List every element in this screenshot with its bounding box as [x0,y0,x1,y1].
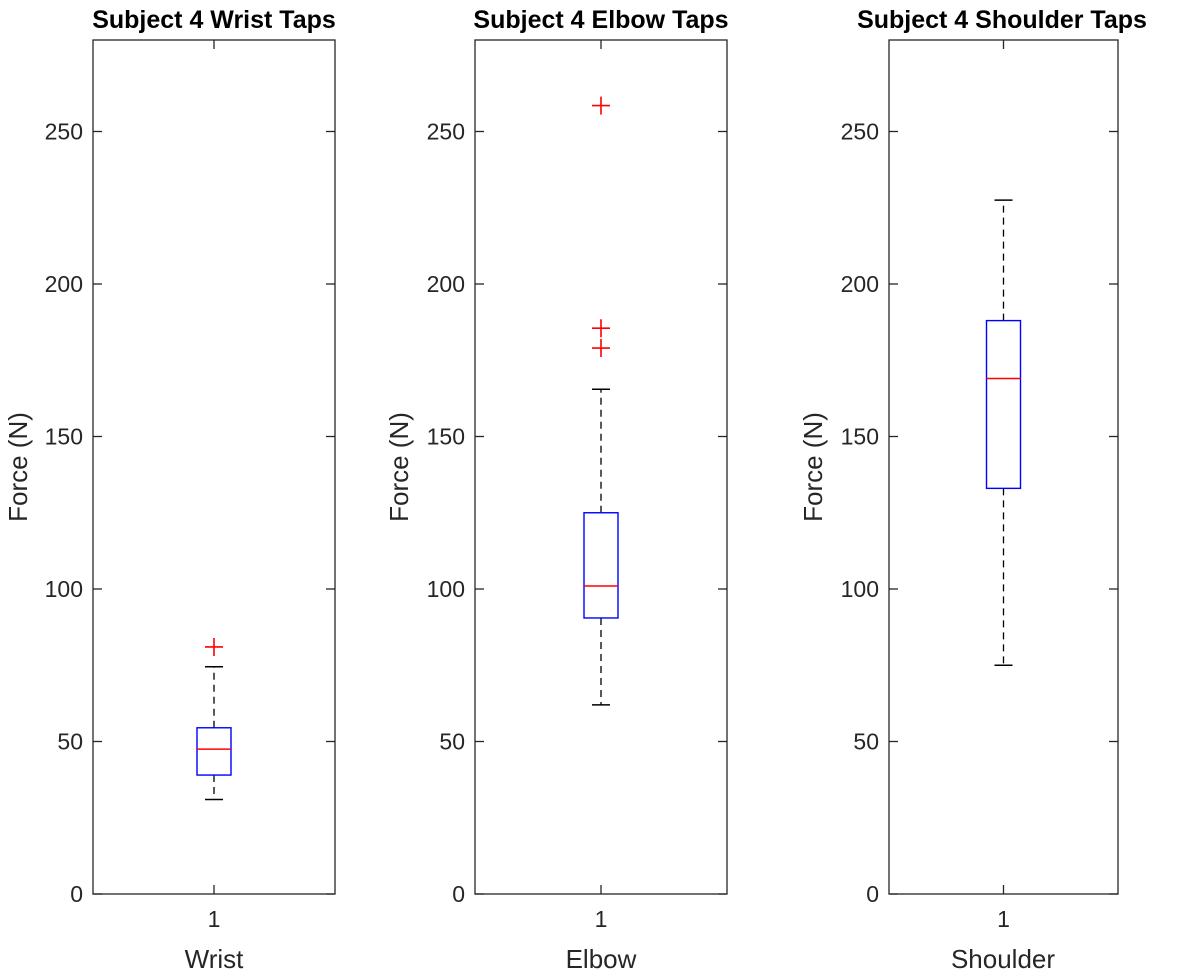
plot-area [92,39,336,895]
box-marks [985,199,1022,666]
chart-title: Subject 4 Elbow Taps [473,6,728,34]
y-tick-label: 150 [427,424,465,450]
x-tick-label: 1 [208,906,221,932]
x-axis-label: Elbow [566,944,637,974]
iqr-box [196,727,232,776]
y-tick-label: 50 [853,729,879,755]
box-marks [583,96,619,706]
panel-elbow: Subject 4 Elbow Taps Force (N) Elbow 0 50… [384,6,729,974]
outlier-marker [205,637,223,656]
axis-ticks: 0 50 100 150 200 250 1 [45,40,335,932]
outlier-marker [592,96,610,115]
y-tick-label: 0 [866,881,879,907]
iqr-box [583,512,619,619]
y-axis-label: Force (N) [384,412,414,522]
axis-ticks: 0 50 100 150 200 250 1 [427,40,727,932]
outlier-marker [592,339,610,358]
x-tick-label: 1 [595,906,608,932]
outlier-marker [592,319,610,338]
y-tick-label: 50 [439,729,465,755]
y-tick-label: 100 [841,576,879,602]
chart-title: Subject 4 Shoulder Taps [857,6,1147,34]
axis-ticks: 0 50 100 150 200 250 1 [841,40,1118,932]
y-tick-label: 100 [45,576,83,602]
y-tick-label: 50 [57,729,83,755]
chart-title: Subject 4 Wrist Taps [92,6,336,34]
y-tick-label: 200 [427,271,465,297]
y-tick-label: 250 [45,119,83,145]
x-tick-label: 1 [997,906,1010,932]
y-axis-label: Force (N) [3,412,33,522]
panel-shoulder: Subject 4 Shoulder Taps Force (N) Should… [798,6,1147,974]
y-tick-label: 150 [45,424,83,450]
y-tick-label: 250 [841,119,879,145]
iqr-box [985,319,1022,490]
y-tick-label: 100 [427,576,465,602]
y-tick-label: 250 [427,119,465,145]
y-tick-label: 150 [841,424,879,450]
y-tick-label: 200 [45,271,83,297]
x-axis-label: Shoulder [951,944,1055,974]
y-tick-label: 200 [841,271,879,297]
panel-wrist: Subject 4 Wrist Taps Force (N) Wrist 0 50… [3,6,336,974]
plot-area [888,39,1119,895]
x-axis-label: Wrist [185,944,245,974]
y-tick-label: 0 [70,881,83,907]
plot-area [474,39,728,895]
y-axis-label: Force (N) [798,412,828,522]
y-tick-label: 0 [452,881,465,907]
box-marks [196,637,232,801]
